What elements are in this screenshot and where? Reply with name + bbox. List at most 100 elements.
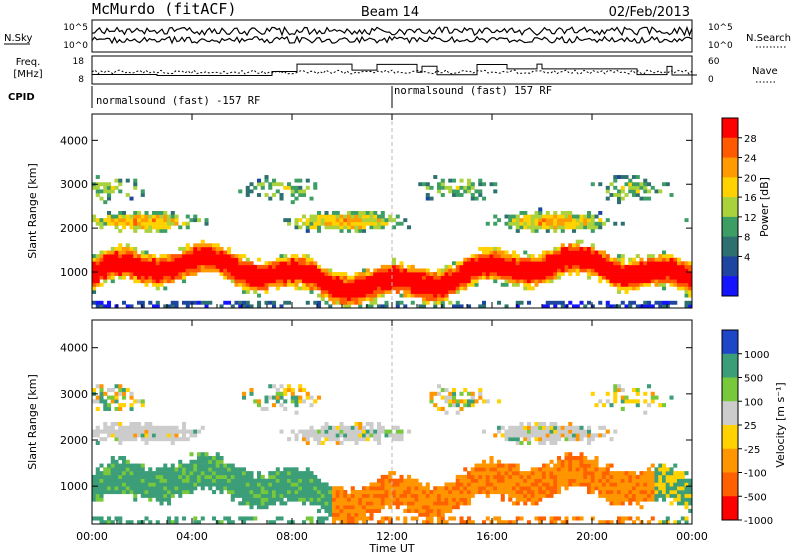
heatmap-cell — [208, 474, 213, 479]
heatmap-cell — [437, 384, 442, 389]
heatmap-cell — [470, 520, 475, 525]
heatmap-cell — [118, 486, 123, 491]
heatmap-cell — [242, 304, 247, 309]
heatmap-cell — [519, 218, 524, 223]
heatmap-cell — [95, 268, 100, 273]
heatmap-cell — [125, 264, 130, 269]
heatmap-cell — [103, 261, 108, 266]
heatmap-cell — [455, 193, 460, 197]
heatmap-cell — [444, 264, 449, 269]
heatmap-cell — [245, 275, 250, 280]
heatmap-cell — [148, 467, 153, 472]
heatmap-cell — [669, 478, 674, 483]
heatmap-cell — [523, 429, 528, 434]
heatmap-cell — [95, 425, 100, 430]
heatmap-cell — [407, 282, 412, 287]
heatmap-cell — [632, 268, 637, 273]
heatmap-cell — [448, 272, 453, 276]
heatmap-cell — [452, 391, 457, 396]
heatmap-cell — [245, 501, 250, 506]
heatmap-cell — [114, 214, 119, 219]
heatmap-cell — [103, 182, 108, 187]
heatmap-cell — [118, 189, 123, 194]
heatmap-cell — [553, 482, 558, 487]
heatmap-cell — [452, 388, 457, 393]
heatmap-cell — [223, 275, 228, 280]
heatmap-cell — [437, 189, 442, 194]
heatmap-cell — [122, 429, 127, 434]
heatmap-cell — [137, 214, 142, 219]
heatmap-cell — [332, 505, 337, 510]
heatmap-cell — [583, 463, 588, 468]
heatmap-cell — [103, 471, 108, 476]
heatmap-cell — [107, 272, 112, 276]
heatmap-cell — [579, 214, 584, 219]
heatmap-cell — [620, 520, 625, 525]
heatmap-cell — [527, 221, 532, 226]
heatmap-cell — [504, 474, 509, 479]
heatmap-cell — [485, 516, 490, 521]
heatmap-cell — [152, 279, 157, 284]
heatmap-cell — [200, 243, 205, 248]
heatmap-cell — [313, 279, 318, 284]
heatmap-cell — [508, 261, 513, 266]
heatmap-cell — [512, 467, 517, 472]
heatmap-cell — [377, 520, 382, 525]
colorbar-tick-label: 16 — [744, 193, 757, 204]
heatmap-cell — [140, 490, 145, 495]
heatmap-cell — [572, 243, 577, 248]
heatmap-cell — [272, 178, 277, 183]
heatmap-cell — [264, 268, 269, 273]
heatmap-cell — [669, 275, 674, 280]
heatmap-cell — [395, 275, 400, 280]
heatmap-cell — [437, 486, 442, 491]
heatmap-cell — [572, 257, 577, 262]
heatmap-cell — [92, 290, 97, 294]
heatmap-cell — [429, 493, 434, 498]
heatmap-cell — [579, 257, 584, 262]
heatmap-cell — [590, 437, 595, 442]
heatmap-cell — [523, 221, 528, 226]
heatmap-cell — [335, 211, 340, 215]
heatmap-cell — [395, 429, 400, 434]
heatmap-cell — [564, 437, 569, 442]
colorbar-tick-label: 4 — [744, 252, 750, 263]
heatmap-cell — [448, 486, 453, 491]
heatmap-cell — [144, 228, 149, 233]
heatmap-cell — [553, 264, 558, 269]
heatmap-cell — [654, 478, 659, 483]
heatmap-cell — [493, 467, 498, 472]
heatmap-cell — [324, 422, 329, 427]
heatmap-cell — [317, 482, 322, 487]
heatmap-cell — [242, 254, 247, 258]
heatmap-cell — [298, 272, 303, 276]
heatmap-cell — [572, 246, 577, 251]
heatmap-cell — [485, 261, 490, 266]
heatmap-cell — [92, 486, 97, 491]
heatmap-cell — [639, 268, 644, 273]
heatmap-cell — [294, 433, 299, 438]
heatmap-cell — [335, 493, 340, 498]
heatmap-cell — [605, 272, 610, 276]
heatmap-cell — [148, 254, 153, 258]
heatmap-cell — [673, 282, 678, 287]
heatmap-cell — [680, 490, 685, 495]
heatmap-cell — [530, 225, 535, 230]
heatmap-cell — [215, 264, 220, 269]
heatmap-cell — [414, 501, 419, 506]
heatmap-cell — [482, 459, 487, 464]
heatmap-cell — [245, 185, 250, 190]
heatmap-cell — [155, 467, 160, 472]
heatmap-cell — [568, 471, 573, 476]
heatmap-cell — [272, 304, 277, 309]
heatmap-cell — [200, 425, 205, 430]
frequency-line — [92, 63, 697, 76]
heatmap-cell — [665, 300, 670, 305]
heatmap-cell — [579, 516, 584, 521]
heatmap-cell — [182, 300, 187, 305]
heatmap-cell — [200, 268, 205, 273]
heatmap-cell — [542, 425, 547, 430]
heatmap-cell — [497, 268, 502, 273]
heatmap-cell — [620, 395, 625, 400]
heatmap-cell — [628, 189, 633, 194]
